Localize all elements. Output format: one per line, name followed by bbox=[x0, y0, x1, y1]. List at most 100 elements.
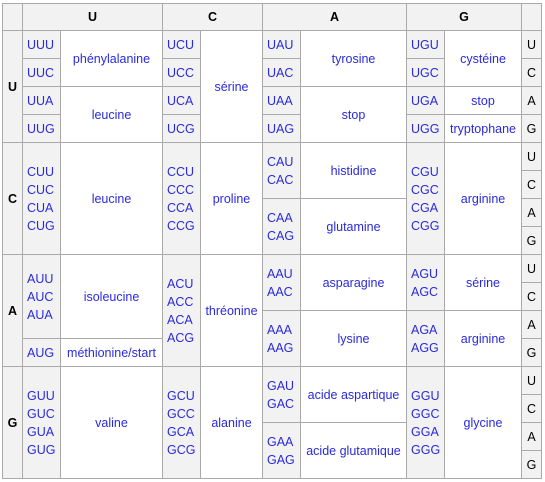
genetic-code-table: U C A G U UUU phénylalanine UCU sérine UAU tyr… bbox=[2, 3, 542, 479]
codon: UUC bbox=[27, 65, 55, 80]
codon-cell: UCC bbox=[162, 58, 201, 87]
codon: GUA bbox=[27, 424, 55, 439]
codon: GCA bbox=[167, 424, 195, 439]
codon: AAC bbox=[267, 284, 293, 299]
corner-cell bbox=[2, 3, 23, 31]
codon-cell: UAA bbox=[262, 86, 301, 115]
codon: GAC bbox=[267, 396, 295, 411]
codon: GUC bbox=[27, 406, 55, 421]
codon: AAA bbox=[267, 322, 293, 337]
codon: GGC bbox=[411, 406, 440, 421]
amino-acid-cell: leucine bbox=[60, 86, 163, 143]
codon-cell: GAU GAC bbox=[262, 366, 301, 423]
codon-cell: ACU ACC ACA ACG bbox=[162, 254, 201, 367]
codon: CCG bbox=[167, 218, 195, 233]
codon-cell: UGU bbox=[406, 30, 445, 59]
codon: ACC bbox=[167, 294, 194, 309]
first-base-label: G bbox=[2, 366, 23, 479]
amino-acid-cell: glutamine bbox=[300, 198, 407, 255]
codon: GGG bbox=[411, 442, 441, 457]
codon: ACG bbox=[167, 330, 195, 345]
codon: CCU bbox=[167, 164, 195, 179]
codon: CUG bbox=[27, 218, 55, 233]
amino-acid-cell: histidine bbox=[300, 142, 407, 199]
codon: UUG bbox=[27, 121, 55, 136]
header-row: U C A G bbox=[2, 3, 542, 31]
first-base-label: U bbox=[2, 30, 23, 143]
codon: UCA bbox=[167, 93, 194, 108]
codon: UGG bbox=[411, 121, 440, 136]
codon: CGC bbox=[411, 182, 439, 197]
codon-cell: UGG bbox=[406, 114, 445, 143]
codon-cell: UGA bbox=[406, 86, 445, 115]
third-base-label: G bbox=[521, 450, 542, 479]
third-base-label: C bbox=[521, 282, 542, 311]
codon: AAU bbox=[267, 266, 293, 281]
amino-acid-cell: cystéine bbox=[444, 30, 522, 87]
codon-row: AUG méthionine/start G bbox=[3, 338, 542, 367]
codon-row: C CUU CUC CUA CUG leucine CCU CCC CCA CCG proline C… bbox=[2, 142, 542, 255]
codon: UAA bbox=[267, 93, 293, 108]
third-base-label: G bbox=[521, 338, 542, 367]
codon: GCG bbox=[167, 442, 196, 457]
amino-acid-cell: sérine bbox=[444, 254, 522, 311]
codon-cell: AGA AGG bbox=[406, 310, 445, 367]
codon-cell: UAG bbox=[262, 114, 301, 143]
codon-row: CAA CAG glutamine A bbox=[3, 198, 542, 255]
codon-cell: AAU AAC bbox=[262, 254, 301, 311]
codon: AGA bbox=[411, 322, 438, 337]
codon-cell: UCG bbox=[162, 114, 201, 143]
codon-cell: UUG bbox=[22, 114, 61, 143]
codon-row: A AUU AUC AUA isoleucine ACU ACC ACA ACG thréonin… bbox=[2, 254, 542, 367]
amino-acid-cell: méthionine/start bbox=[60, 338, 163, 367]
amino-acid-cell: isoleucine bbox=[60, 254, 163, 339]
amino-acid-cell: phénylalanine bbox=[60, 30, 163, 87]
codon: UGU bbox=[411, 37, 439, 52]
codon-cell: AGU AGC bbox=[406, 254, 445, 311]
codon: CCA bbox=[167, 200, 194, 215]
codon: UGA bbox=[411, 93, 439, 108]
codon: AUU bbox=[27, 271, 54, 286]
third-base-label: A bbox=[521, 198, 542, 227]
codon-cell: GAA GAG bbox=[262, 422, 301, 479]
codon: GUG bbox=[27, 442, 56, 457]
codon-cell: UUA bbox=[22, 86, 61, 115]
amino-acid-cell: glycine bbox=[444, 366, 522, 479]
codon: GAU bbox=[267, 378, 295, 393]
codon-row: UUC UCC UAC UGC C bbox=[3, 58, 542, 87]
second-base-header: U bbox=[22, 3, 163, 31]
codon: UUA bbox=[27, 93, 54, 108]
amino-acid-cell: arginine bbox=[444, 142, 522, 255]
amino-acid-cell: sérine bbox=[200, 30, 263, 143]
codon-cell: AAA AAG bbox=[262, 310, 301, 367]
codon: UAU bbox=[267, 37, 294, 52]
codon-cell: GUU GUC GUA GUG bbox=[22, 366, 61, 479]
codon: AGU bbox=[411, 266, 439, 281]
codon-cell: UAU bbox=[262, 30, 301, 59]
codon-cell: UUU bbox=[22, 30, 61, 59]
codon-cell: AUU AUC AUA bbox=[22, 254, 61, 339]
third-base-label: A bbox=[521, 310, 542, 339]
codon: CAU bbox=[267, 154, 294, 169]
codon-cell: UCA bbox=[162, 86, 201, 115]
codon-row: U UUU phénylalanine UCU sérine UAU tyrosine UGU… bbox=[2, 30, 542, 143]
codon: AUG bbox=[27, 345, 55, 360]
third-base-label: C bbox=[521, 394, 542, 423]
amino-acid-cell: acide aspartique bbox=[300, 366, 407, 423]
third-base-label: U bbox=[521, 30, 542, 59]
codon: UCG bbox=[167, 121, 195, 136]
codon-cell: UCU bbox=[162, 30, 201, 59]
codon: GCC bbox=[167, 406, 195, 421]
codon-cell: CCU CCC CCA CCG bbox=[162, 142, 201, 255]
codon: ACA bbox=[167, 312, 193, 327]
amino-acid-cell: thréonine bbox=[200, 254, 263, 367]
codon: CGG bbox=[411, 218, 440, 233]
amino-acid-cell: arginine bbox=[444, 310, 522, 367]
codon: UUU bbox=[27, 37, 55, 52]
codon: UCC bbox=[167, 65, 195, 80]
codon: CAG bbox=[267, 228, 295, 243]
third-base-label: U bbox=[521, 254, 542, 283]
codon: CGA bbox=[411, 200, 439, 215]
codon: GGU bbox=[411, 388, 440, 403]
codon-cell: UAC bbox=[262, 58, 301, 87]
